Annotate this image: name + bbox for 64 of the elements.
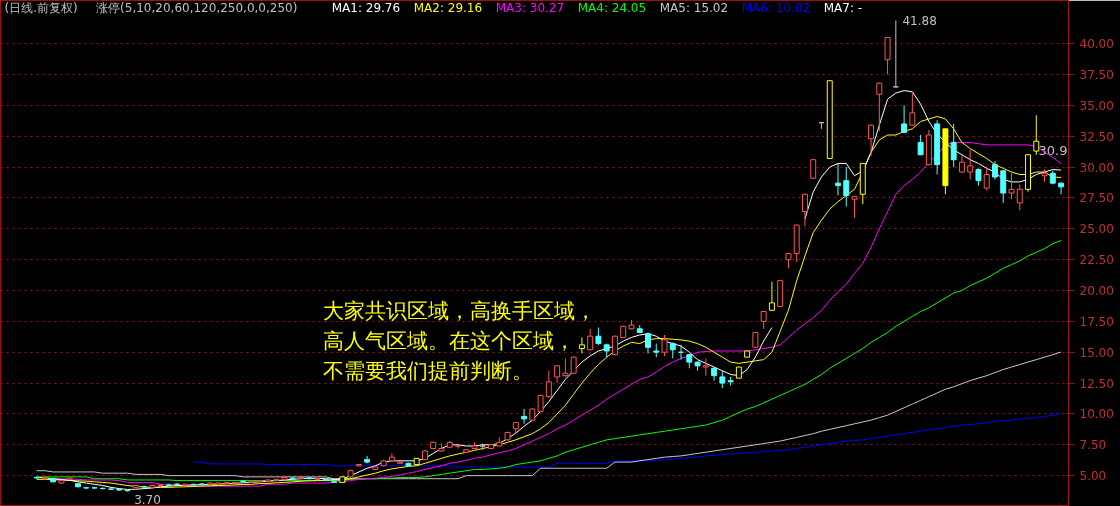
candlestick [958,153,965,174]
candlestick [868,124,875,157]
candlestick [884,36,891,76]
annotation: 41.88 [902,13,937,28]
annotation: 不需要我们提前判断。 [322,358,533,383]
candlestick [1008,172,1015,200]
annotation: 30.9 [1038,142,1068,158]
annotation: 大家共识区域，高换手区域， [322,298,596,323]
candlestick [578,336,585,354]
y-tick-label: 27.50 [1079,191,1114,206]
chart-title: (日线.前复权) [4,0,78,15]
chart-subtitle: 涨停(5,10,20,60,120,250,0,0,250) [96,0,298,15]
annotation: MA7: - [823,0,863,15]
text: MA6: 10.02 [741,0,811,15]
y-tick-label: 37.50 [1079,68,1114,83]
y-tick-label: 20.00 [1079,284,1114,299]
text: MA5: 15.02 [659,0,729,15]
candlestick [1016,183,1023,211]
line-series [193,413,1062,468]
candlestick [141,485,148,489]
y-tick-label: 15.00 [1079,345,1114,360]
candlestick [991,160,998,180]
y-tick-label: 5.00 [1079,469,1107,484]
y-tick-label: 10.00 [1079,407,1114,422]
candlestick [1033,114,1040,156]
annotation: 3.70 [134,492,161,506]
candlestick [835,162,841,196]
annotation: 高人气区域。在这个区域， [322,328,575,353]
y-tick-label: 35.00 [1079,98,1114,113]
y-tick-label: 22.50 [1079,253,1114,268]
candlestick [645,331,651,354]
candlestick [851,195,858,219]
candlestick [810,158,817,180]
y-tick-label: 25.00 [1079,222,1114,237]
candlestick [892,19,899,88]
candlestick [545,370,552,399]
candlestick [768,281,775,312]
candlestick [661,334,668,357]
candlestick [801,193,808,227]
candlestick [909,91,916,127]
candlestick [198,482,205,487]
text: MA2: 29.16 [413,0,483,15]
candlestick [967,149,974,180]
y-tick-label: 7.50 [1079,438,1107,453]
y-tick-label: 40.00 [1079,37,1114,52]
line-series [36,351,1062,480]
candlestick [521,408,528,425]
y-tick-label: 32.50 [1079,129,1114,144]
candlestick [876,82,883,132]
candlestick [1000,169,1007,204]
y-tick-label: 30.00 [1079,160,1114,175]
y-tick-label: 12.50 [1079,376,1114,391]
candlestick [1058,182,1065,195]
candlestick [983,166,990,192]
y-tick-label: 17.50 [1079,314,1114,329]
candlestick [917,134,924,156]
candlestick [950,123,957,168]
candlestick [843,166,850,208]
candlestick [562,357,569,378]
text: MA4: 24.05 [577,0,647,15]
line-series [36,240,1062,482]
candlestick [901,104,908,134]
text: MA1: 29.76 [331,0,401,15]
text: MA3: 30.27 [495,0,565,15]
